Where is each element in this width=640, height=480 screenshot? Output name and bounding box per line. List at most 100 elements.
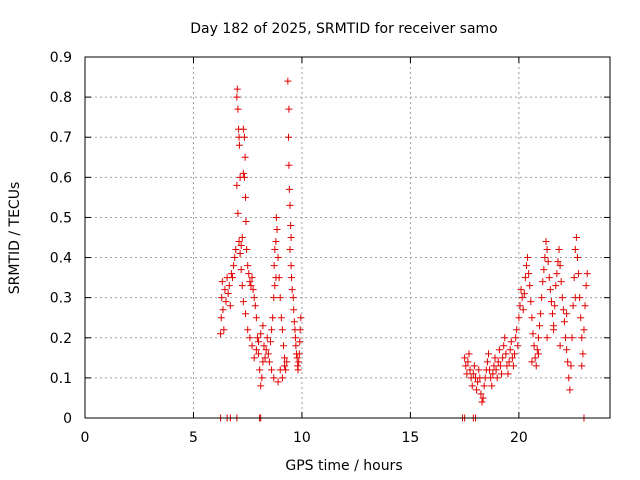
data-point — [499, 354, 507, 362]
data-point — [250, 354, 258, 362]
data-point — [242, 217, 250, 225]
data-point — [234, 105, 242, 113]
data-point — [545, 274, 553, 282]
data-point — [474, 378, 482, 386]
x-tick-label: 5 — [189, 430, 198, 446]
data-point — [229, 274, 237, 282]
data-point — [507, 338, 515, 346]
data-point — [250, 294, 258, 302]
data-point — [483, 358, 491, 366]
y-tick-label: 0.1 — [50, 371, 72, 387]
data-point — [516, 302, 524, 310]
data-point — [259, 358, 267, 366]
data-point — [291, 334, 299, 342]
data-point — [526, 282, 534, 290]
data-point — [255, 350, 263, 358]
data-point — [242, 193, 250, 201]
data-point — [274, 254, 282, 262]
data-point — [271, 246, 279, 254]
data-point — [233, 93, 241, 101]
data-point — [239, 298, 247, 306]
data-point — [546, 286, 554, 294]
data-point — [239, 125, 247, 133]
data-point — [555, 246, 563, 254]
data-point — [258, 374, 266, 382]
data-point — [285, 105, 293, 113]
data-point — [287, 221, 295, 229]
data-point — [289, 294, 297, 302]
data-point — [514, 342, 522, 350]
data-point — [512, 334, 520, 342]
data-point — [550, 326, 558, 334]
data-point — [217, 314, 225, 322]
data-point — [581, 302, 589, 310]
data-point — [551, 302, 559, 310]
data-points — [217, 77, 591, 422]
data-point — [464, 358, 472, 366]
data-point — [286, 246, 294, 254]
data-point — [479, 394, 487, 402]
data-point — [572, 234, 580, 241]
data-point — [218, 294, 226, 302]
y-tick-label: 0.4 — [50, 251, 72, 267]
data-point — [485, 350, 493, 358]
data-point — [290, 306, 298, 314]
data-point — [509, 362, 517, 370]
data-point — [558, 294, 566, 302]
data-point — [290, 318, 298, 326]
data-point — [534, 334, 542, 342]
data-point — [256, 366, 264, 374]
data-point — [242, 310, 250, 318]
data-point — [273, 225, 281, 233]
data-point — [252, 346, 260, 354]
data-point — [506, 346, 514, 354]
data-point — [288, 286, 296, 294]
y-tick-label: 0.3 — [50, 291, 72, 307]
data-point — [552, 282, 560, 290]
data-point — [269, 314, 277, 322]
data-point — [297, 314, 305, 322]
data-point — [246, 278, 254, 286]
data-point — [226, 302, 234, 310]
data-point — [465, 350, 473, 358]
data-point — [570, 274, 578, 282]
data-point — [237, 242, 245, 250]
data-point — [253, 334, 261, 342]
data-point — [575, 270, 583, 278]
data-point — [261, 354, 269, 362]
data-point — [513, 326, 521, 334]
data-point — [534, 350, 542, 358]
data-point — [461, 354, 469, 362]
data-point — [240, 173, 248, 181]
data-point — [217, 330, 225, 338]
data-point — [508, 354, 516, 362]
data-point — [500, 342, 508, 350]
data-point — [538, 294, 546, 302]
data-point — [241, 153, 249, 161]
data-point — [270, 374, 278, 382]
data-point — [494, 358, 502, 366]
data-point — [264, 350, 272, 358]
data-point — [556, 342, 564, 350]
data-point — [518, 294, 526, 302]
data-point — [247, 282, 255, 290]
data-point — [221, 286, 229, 294]
data-point — [244, 326, 252, 334]
data-point — [542, 238, 550, 246]
data-point — [477, 390, 485, 398]
data-point — [528, 314, 536, 322]
data-point — [530, 342, 538, 350]
data-point — [529, 330, 537, 338]
y-axis-label: SRMTID / TECUs — [7, 182, 23, 295]
data-point — [557, 278, 565, 286]
data-point — [554, 258, 562, 266]
data-point — [257, 330, 265, 338]
data-point — [281, 354, 289, 362]
data-point — [524, 254, 532, 262]
data-point — [496, 362, 504, 370]
data-point — [245, 270, 253, 278]
data-point — [577, 314, 585, 322]
data-point — [220, 326, 228, 334]
data-point — [532, 362, 540, 370]
